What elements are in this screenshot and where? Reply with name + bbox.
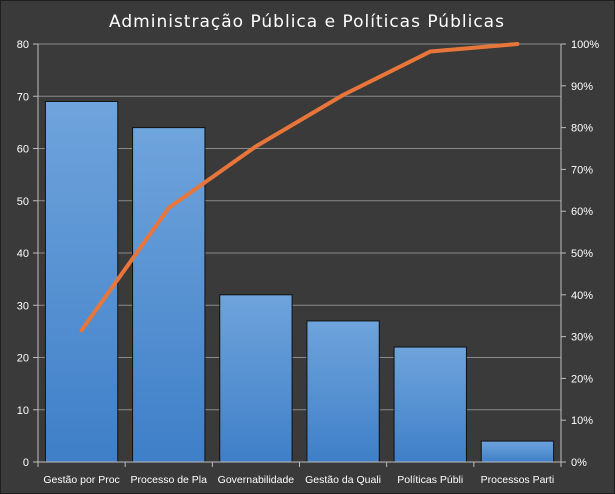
left-tick-label: 50	[17, 196, 29, 208]
left-tick-label: 20	[17, 353, 29, 365]
category-label: Processo de Pla	[131, 474, 208, 486]
bar	[219, 294, 293, 463]
right-tick-label: 20%	[571, 373, 593, 385]
left-tick-label: 30	[17, 300, 29, 312]
right-tick-label: 10%	[571, 415, 593, 427]
right-tick-label: 30%	[571, 332, 593, 344]
left-tick-label: 60	[17, 144, 29, 156]
cumulative-line	[79, 42, 520, 333]
bar	[480, 440, 555, 463]
left-tick-label: 10	[17, 405, 29, 417]
bar	[306, 320, 380, 463]
x-axis: Gestão por Proc Processo de Pla Governabil…	[37, 461, 562, 486]
bar	[393, 346, 467, 463]
category-label: Gestão por Proc	[43, 474, 119, 486]
right-tick-label: 70%	[571, 164, 593, 176]
right-tick-label: 40%	[571, 290, 593, 302]
category-label: Processos Parti	[481, 474, 555, 486]
grid-lines	[38, 43, 561, 463]
right-tick-label: 0%	[571, 457, 587, 469]
left-tick-label: 0	[23, 457, 29, 469]
right-axis: 0% 10% 20% 30% 40% 50% 60% 70% 80% 90% 100%	[560, 39, 599, 469]
left-tick-label: 70	[17, 91, 29, 103]
left-axis: 0 10 20 30 40 50 60 70 80	[17, 39, 39, 469]
right-tick-label: 100%	[571, 39, 599, 51]
right-tick-label: 50%	[571, 248, 593, 260]
category-label: Governabilidade	[218, 474, 295, 486]
bar	[44, 100, 119, 463]
left-tick-label: 40	[17, 248, 29, 260]
category-label: Políticas Públi	[397, 474, 463, 486]
right-tick-label: 80%	[571, 123, 593, 135]
left-tick-label: 80	[17, 39, 29, 51]
bar	[132, 127, 206, 463]
cumulative-percent-line	[79, 42, 520, 333]
bars	[44, 100, 555, 463]
right-tick-label: 90%	[571, 81, 593, 93]
category-label: Gestão da Quali	[305, 474, 381, 486]
chart-title: Administração Pública e Políticas Públic…	[109, 12, 505, 32]
right-tick-label: 60%	[571, 206, 593, 218]
